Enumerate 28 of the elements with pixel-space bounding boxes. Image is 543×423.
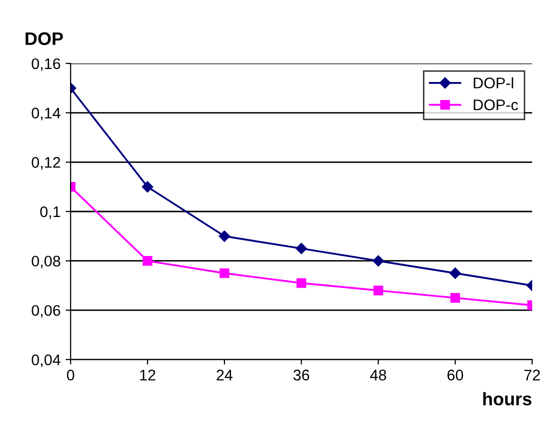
point [450,293,460,303]
point [220,268,230,278]
legend-label: DOP-l [474,77,514,88]
x-tick-label: 48 [370,370,386,380]
x-tick-label: 12 [140,370,156,380]
point [296,278,306,288]
x-tick-label: 60 [447,370,464,380]
y-tick-label: 0,04 [32,354,60,368]
y-tick-label: 0,06 [32,305,60,318]
x-tick-label: 24 [216,370,232,380]
x-tick-label: 36 [293,370,310,380]
y-tick-label: 0,14 [32,108,60,120]
y-tick-label: 0,1 [40,206,60,219]
point [372,255,384,266]
point [142,181,154,192]
point [373,286,384,296]
legend-label: DOP-c [474,99,518,110]
point [296,242,307,254]
y-tick-label: 0,16 [32,58,60,71]
y-tick-label: 0,08 [32,256,60,268]
y-tick-label: 0,12 [32,157,60,170]
point [450,268,461,279]
point [142,256,152,266]
x-tick-label: 0 [66,370,74,380]
x-tick-label: 72 [524,370,540,380]
point [218,230,230,242]
y-axis-title: DOP [26,32,63,46]
x-axis-title: hours [483,392,532,406]
